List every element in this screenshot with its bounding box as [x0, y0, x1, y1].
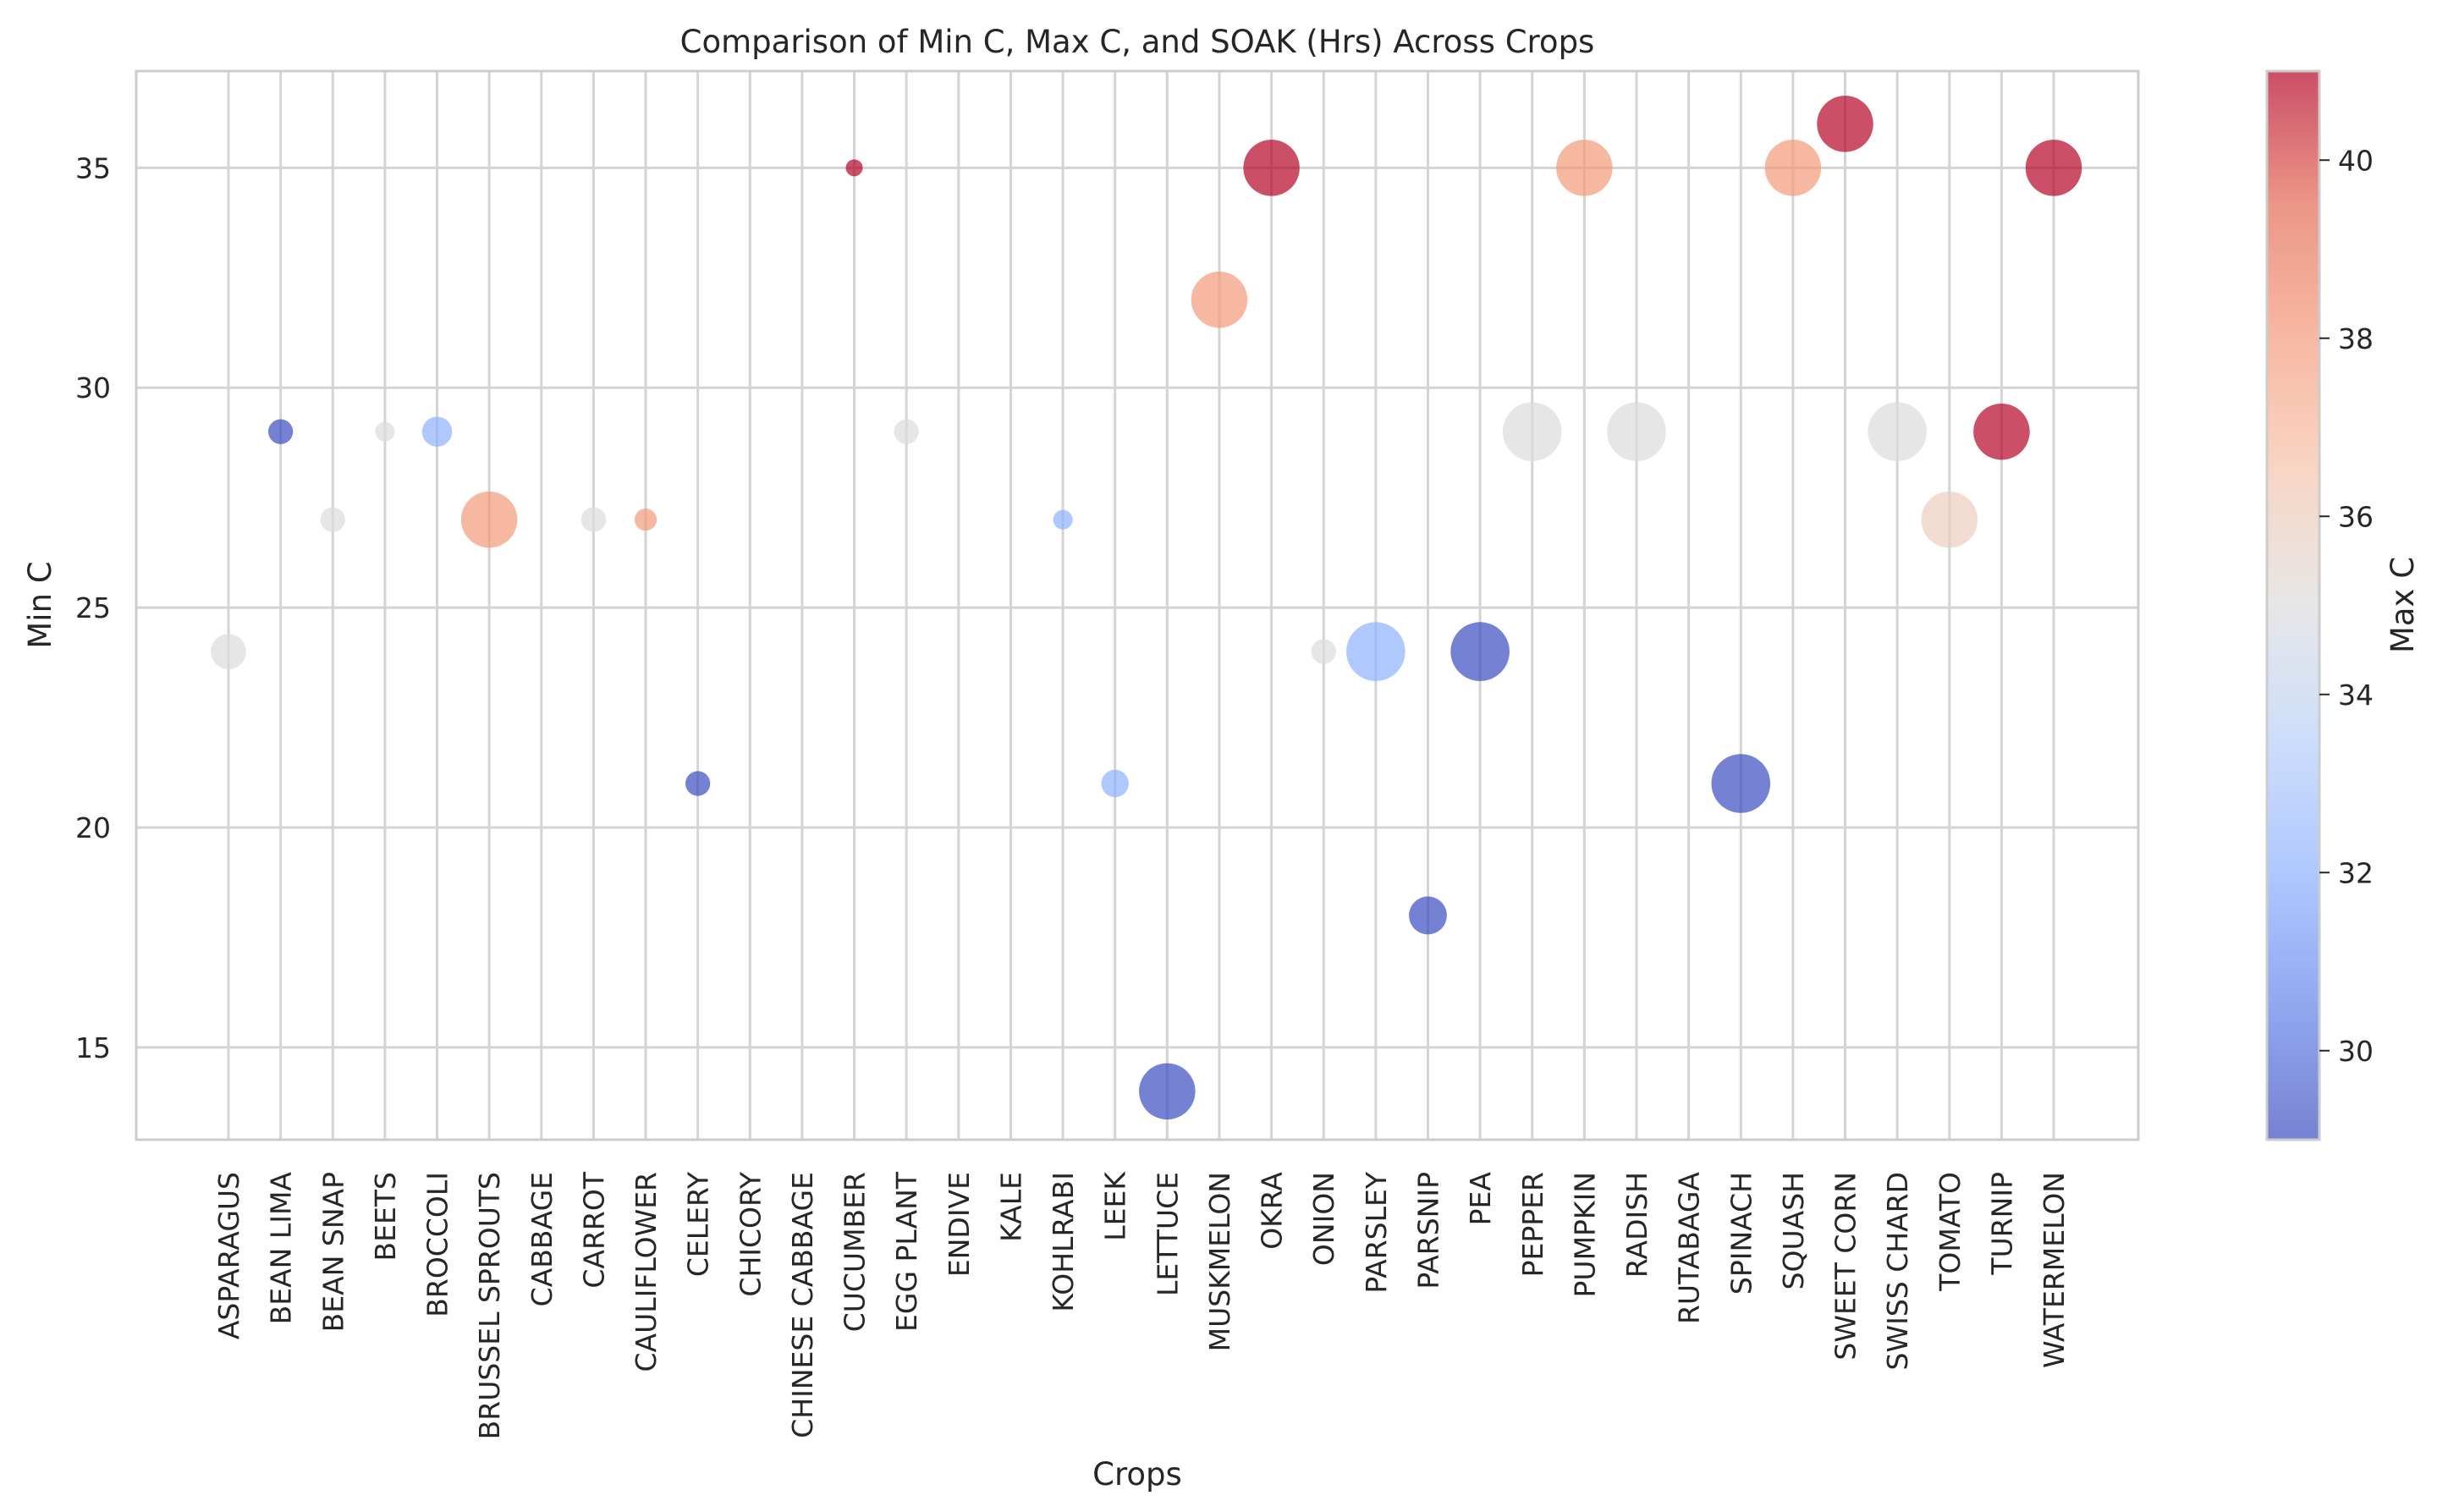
x-tick-label: PARSLEY: [1360, 1171, 1393, 1293]
chart-title: Comparison of Min C, Max C, and SOAK (Hr…: [680, 24, 1595, 60]
data-points: [211, 96, 2082, 1120]
x-tick-label: CUCUMBER: [839, 1172, 872, 1332]
x-tick-label: BEAN LIMA: [265, 1172, 298, 1325]
bubble-carrot: [580, 507, 607, 532]
y-tick-label: 15: [75, 1031, 111, 1064]
x-tick-label: ONION: [1307, 1172, 1340, 1266]
x-tick-label: CABBAGE: [525, 1172, 558, 1306]
x-tick-label: PUMPKIN: [1568, 1172, 1601, 1297]
bubble-muskmelon: [1191, 272, 1248, 328]
x-tick-label: ENDIVE: [943, 1172, 976, 1277]
x-tick-label: CHICORY: [734, 1171, 767, 1296]
colorbar-ticks: 30 32 34 36 38 40: [2319, 144, 2374, 1068]
bubble-cauliflower: [634, 509, 657, 531]
x-tick-label: RADISH: [1620, 1172, 1653, 1278]
bubble-beets: [375, 421, 395, 442]
colorbar: 30 32 34 36 38 40 Max C: [2265, 69, 2421, 1141]
plot-frame: [135, 69, 2140, 1141]
bubble-cucumber: [845, 159, 863, 177]
colorbar-label: Max C: [2385, 557, 2421, 653]
bubble-egg-plant: [894, 419, 919, 444]
x-tick-label: EGG PLANT: [890, 1171, 923, 1332]
colorbar-tick-label: 34: [2338, 679, 2374, 712]
x-tick-label: PEPPER: [1516, 1172, 1549, 1277]
bubble-spinach: [1711, 754, 1771, 813]
bubble-asparagus: [211, 634, 246, 669]
y-tick-label: 35: [75, 151, 111, 184]
bubble-brussel-sprouts: [460, 491, 518, 548]
x-tick-label: SWISS CHARD: [1881, 1172, 1914, 1370]
grid-lines: [136, 71, 2138, 1140]
y-tick-label: 25: [75, 591, 111, 624]
x-tick-label: LETTUCE: [1151, 1172, 1184, 1296]
colorbar-tick-label: 38: [2338, 322, 2374, 355]
bubble-swiss-chard: [1868, 402, 1927, 461]
x-tick-label: BEAN SNAP: [316, 1172, 349, 1332]
x-tick-label: TOMATO: [1934, 1172, 1967, 1292]
colorbar-tick-label: 36: [2338, 500, 2374, 533]
x-tick-label: KALE: [994, 1172, 1027, 1242]
x-tick-label: BEETS: [369, 1172, 402, 1261]
bubble-radish: [1607, 402, 1666, 461]
colorbar-tick-label: 30: [2338, 1035, 2374, 1068]
bubble-parsley: [1346, 622, 1406, 681]
x-axis-ticks: ASPARAGUS BEAN LIMA BEAN SNAP BEETS BROCCOLI…: [212, 1171, 2071, 1440]
bubble-pepper: [1502, 402, 1562, 461]
bubble-bean-lima: [267, 419, 294, 444]
x-tick-label: MUSKMELON: [1203, 1172, 1236, 1351]
x-tick-label: TURNIP: [1985, 1172, 2018, 1276]
x-tick-label: SQUASH: [1777, 1172, 1810, 1289]
y-axis-ticks: 15 20 25 30 35: [75, 151, 111, 1064]
y-axis-label: Min C: [22, 561, 58, 648]
bubble-lettuce: [1139, 1063, 1196, 1120]
bubble-celery: [685, 771, 711, 796]
bubble-tomato: [1921, 491, 1978, 548]
x-tick-label: CHINESE CABBAGE: [786, 1172, 819, 1438]
x-tick-label: CELERY: [682, 1171, 715, 1277]
bubble-onion: [1311, 639, 1336, 664]
y-tick-label: 30: [75, 371, 111, 404]
bubble-sweet-corn: [1817, 96, 1873, 152]
x-tick-label: KOHLRABI: [1047, 1172, 1080, 1312]
bubble-watermelon: [2025, 140, 2082, 196]
x-tick-label: ASPARAGUS: [212, 1172, 245, 1339]
x-tick-label: BROCCOLI: [421, 1172, 454, 1317]
bubble-okra: [1243, 140, 1300, 196]
x-tick-label: OKRA: [1256, 1172, 1289, 1250]
x-tick-label: RUTABAGA: [1673, 1172, 1706, 1324]
x-tick-label: PEA: [1464, 1172, 1497, 1226]
bubble-parsnip: [1409, 896, 1447, 935]
bubble-squash: [1764, 140, 1822, 196]
x-tick-label: PARSNIP: [1411, 1172, 1444, 1289]
x-tick-label: SPINACH: [1725, 1172, 1758, 1295]
bubble-bean-snap: [320, 507, 345, 532]
bubble-pumpkin: [1556, 140, 1613, 196]
x-tick-label: SWEET CORN: [1829, 1172, 1862, 1361]
x-tick-label: CAULIFLOWER: [630, 1172, 663, 1372]
y-tick-label: 20: [75, 811, 111, 844]
x-axis-label: Crops: [1092, 1456, 1182, 1493]
bubble-turnip: [1973, 403, 2030, 460]
x-tick-label: CARROT: [577, 1171, 610, 1288]
colorbar-tick-label: 40: [2338, 144, 2374, 177]
x-tick-label: LEEK: [1099, 1171, 1132, 1241]
x-tick-label: BRUSSEL SPROUTS: [473, 1172, 506, 1439]
bubble-leek: [1101, 769, 1129, 798]
bubble-pea: [1450, 622, 1510, 681]
colorbar-gradient: [2265, 69, 2321, 1141]
x-tick-label: WATERMELON: [2038, 1172, 2071, 1368]
bubble-broccoli: [421, 416, 453, 447]
colorbar-tick-label: 32: [2338, 856, 2374, 889]
bubble-kohlrabi: [1053, 509, 1073, 530]
